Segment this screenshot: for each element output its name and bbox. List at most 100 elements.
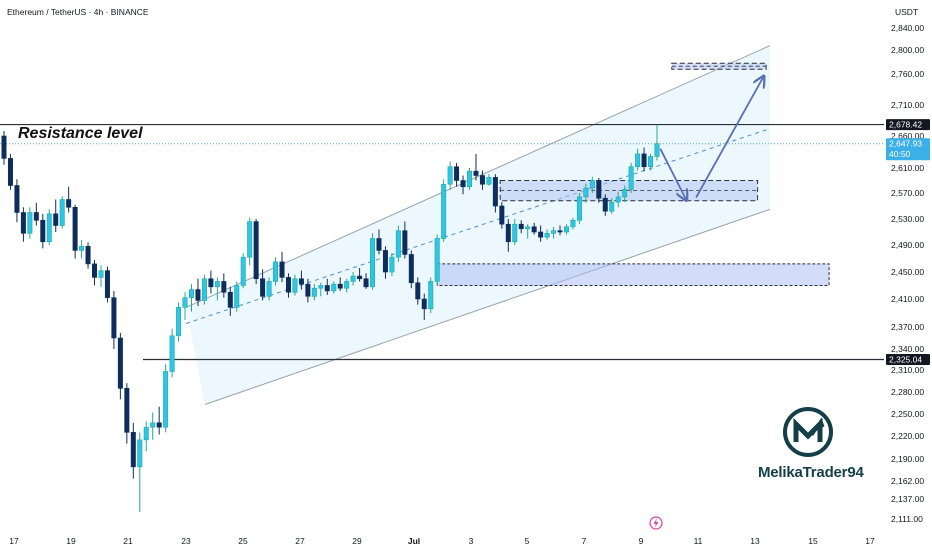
candle[interactable] [92, 259, 98, 286]
candle[interactable] [104, 266, 110, 303]
candle[interactable] [363, 273, 369, 289]
candle[interactable] [124, 383, 130, 444]
candle[interactable] [324, 278, 330, 295]
candle[interactable] [279, 251, 285, 283]
candle[interactable] [305, 278, 311, 303]
candle[interactable] [253, 219, 259, 285]
candle[interactable] [615, 191, 621, 208]
candle[interactable] [499, 202, 505, 229]
candle[interactable] [350, 272, 356, 286]
candle[interactable] [460, 175, 466, 195]
candle[interactable] [628, 162, 634, 193]
candle[interactable] [486, 174, 492, 186]
candle[interactable] [337, 277, 343, 291]
candle[interactable] [72, 204, 78, 259]
candle[interactable] [240, 253, 246, 289]
candle[interactable] [505, 219, 511, 252]
candle[interactable] [20, 207, 26, 242]
candle[interactable] [551, 226, 557, 239]
candle[interactable] [635, 148, 641, 171]
candle[interactable] [415, 277, 421, 305]
candle[interactable] [182, 292, 188, 320]
candle[interactable] [46, 209, 52, 245]
candle[interactable] [382, 246, 388, 279]
candle[interactable] [40, 213, 46, 249]
candle[interactable] [518, 220, 524, 234]
candle[interactable] [479, 170, 485, 190]
candle[interactable] [156, 406, 162, 435]
candle[interactable] [389, 253, 395, 277]
candle[interactable] [544, 229, 550, 240]
candle[interactable] [492, 174, 498, 213]
candle[interactable] [441, 179, 447, 242]
candle[interactable] [188, 284, 194, 312]
candle[interactable] [531, 222, 537, 235]
candle[interactable] [208, 270, 214, 294]
candle[interactable] [370, 233, 376, 290]
candle[interactable] [602, 194, 608, 216]
candle[interactable] [234, 281, 240, 312]
candle[interactable] [512, 219, 518, 245]
candle[interactable] [563, 224, 569, 235]
candle[interactable] [331, 281, 337, 294]
candle[interactable] [596, 178, 602, 203]
channel-lower-line[interactable] [204, 208, 771, 405]
projection-arrow-down[interactable] [659, 148, 686, 200]
candle[interactable] [285, 273, 291, 298]
candle[interactable] [292, 274, 298, 296]
candle[interactable] [298, 270, 304, 290]
price-axis-panel[interactable] [884, 0, 932, 550]
candle[interactable] [59, 196, 65, 229]
candle[interactable] [557, 225, 563, 236]
channel-midline[interactable] [185, 128, 771, 324]
candle[interactable] [176, 302, 182, 342]
candle[interactable] [79, 239, 85, 259]
candle[interactable] [570, 217, 576, 230]
candle[interactable] [195, 278, 201, 306]
candle[interactable] [266, 277, 272, 301]
candle[interactable] [130, 422, 136, 479]
candle[interactable] [576, 193, 582, 225]
candle[interactable] [654, 124, 660, 161]
candle[interactable] [428, 277, 434, 313]
zone-3[interactable] [436, 263, 830, 286]
candle[interactable] [27, 207, 33, 239]
candle[interactable] [214, 277, 220, 301]
candle[interactable] [311, 284, 317, 301]
candle[interactable] [402, 221, 408, 259]
candle[interactable] [641, 147, 647, 172]
candle[interactable] [14, 179, 20, 223]
candle[interactable] [421, 293, 427, 320]
candle[interactable] [169, 328, 175, 378]
candle[interactable] [260, 269, 266, 301]
candle[interactable] [538, 225, 544, 242]
candle[interactable] [201, 274, 207, 305]
candle[interactable] [609, 198, 615, 214]
candle[interactable] [318, 282, 324, 297]
candle[interactable] [589, 176, 595, 193]
candle[interactable] [111, 290, 117, 349]
candle[interactable] [150, 412, 156, 440]
candle[interactable] [434, 234, 440, 286]
candle[interactable] [454, 162, 460, 187]
lightning-icon[interactable] [649, 516, 663, 530]
projection-arrow-up[interactable] [695, 77, 763, 198]
candle[interactable] [408, 250, 414, 289]
candle[interactable] [395, 225, 401, 262]
candle[interactable] [137, 432, 143, 513]
candle[interactable] [344, 278, 350, 293]
candle[interactable] [273, 257, 279, 286]
candle[interactable] [376, 229, 382, 255]
candle[interactable] [53, 199, 59, 233]
candle[interactable] [85, 242, 91, 269]
candle[interactable] [1, 131, 7, 165]
candle[interactable] [7, 153, 13, 190]
candle[interactable] [98, 265, 104, 287]
candle[interactable] [227, 286, 233, 316]
candle[interactable] [117, 332, 123, 400]
candle[interactable] [622, 185, 628, 203]
candle[interactable] [33, 202, 39, 226]
candle[interactable] [357, 267, 363, 282]
